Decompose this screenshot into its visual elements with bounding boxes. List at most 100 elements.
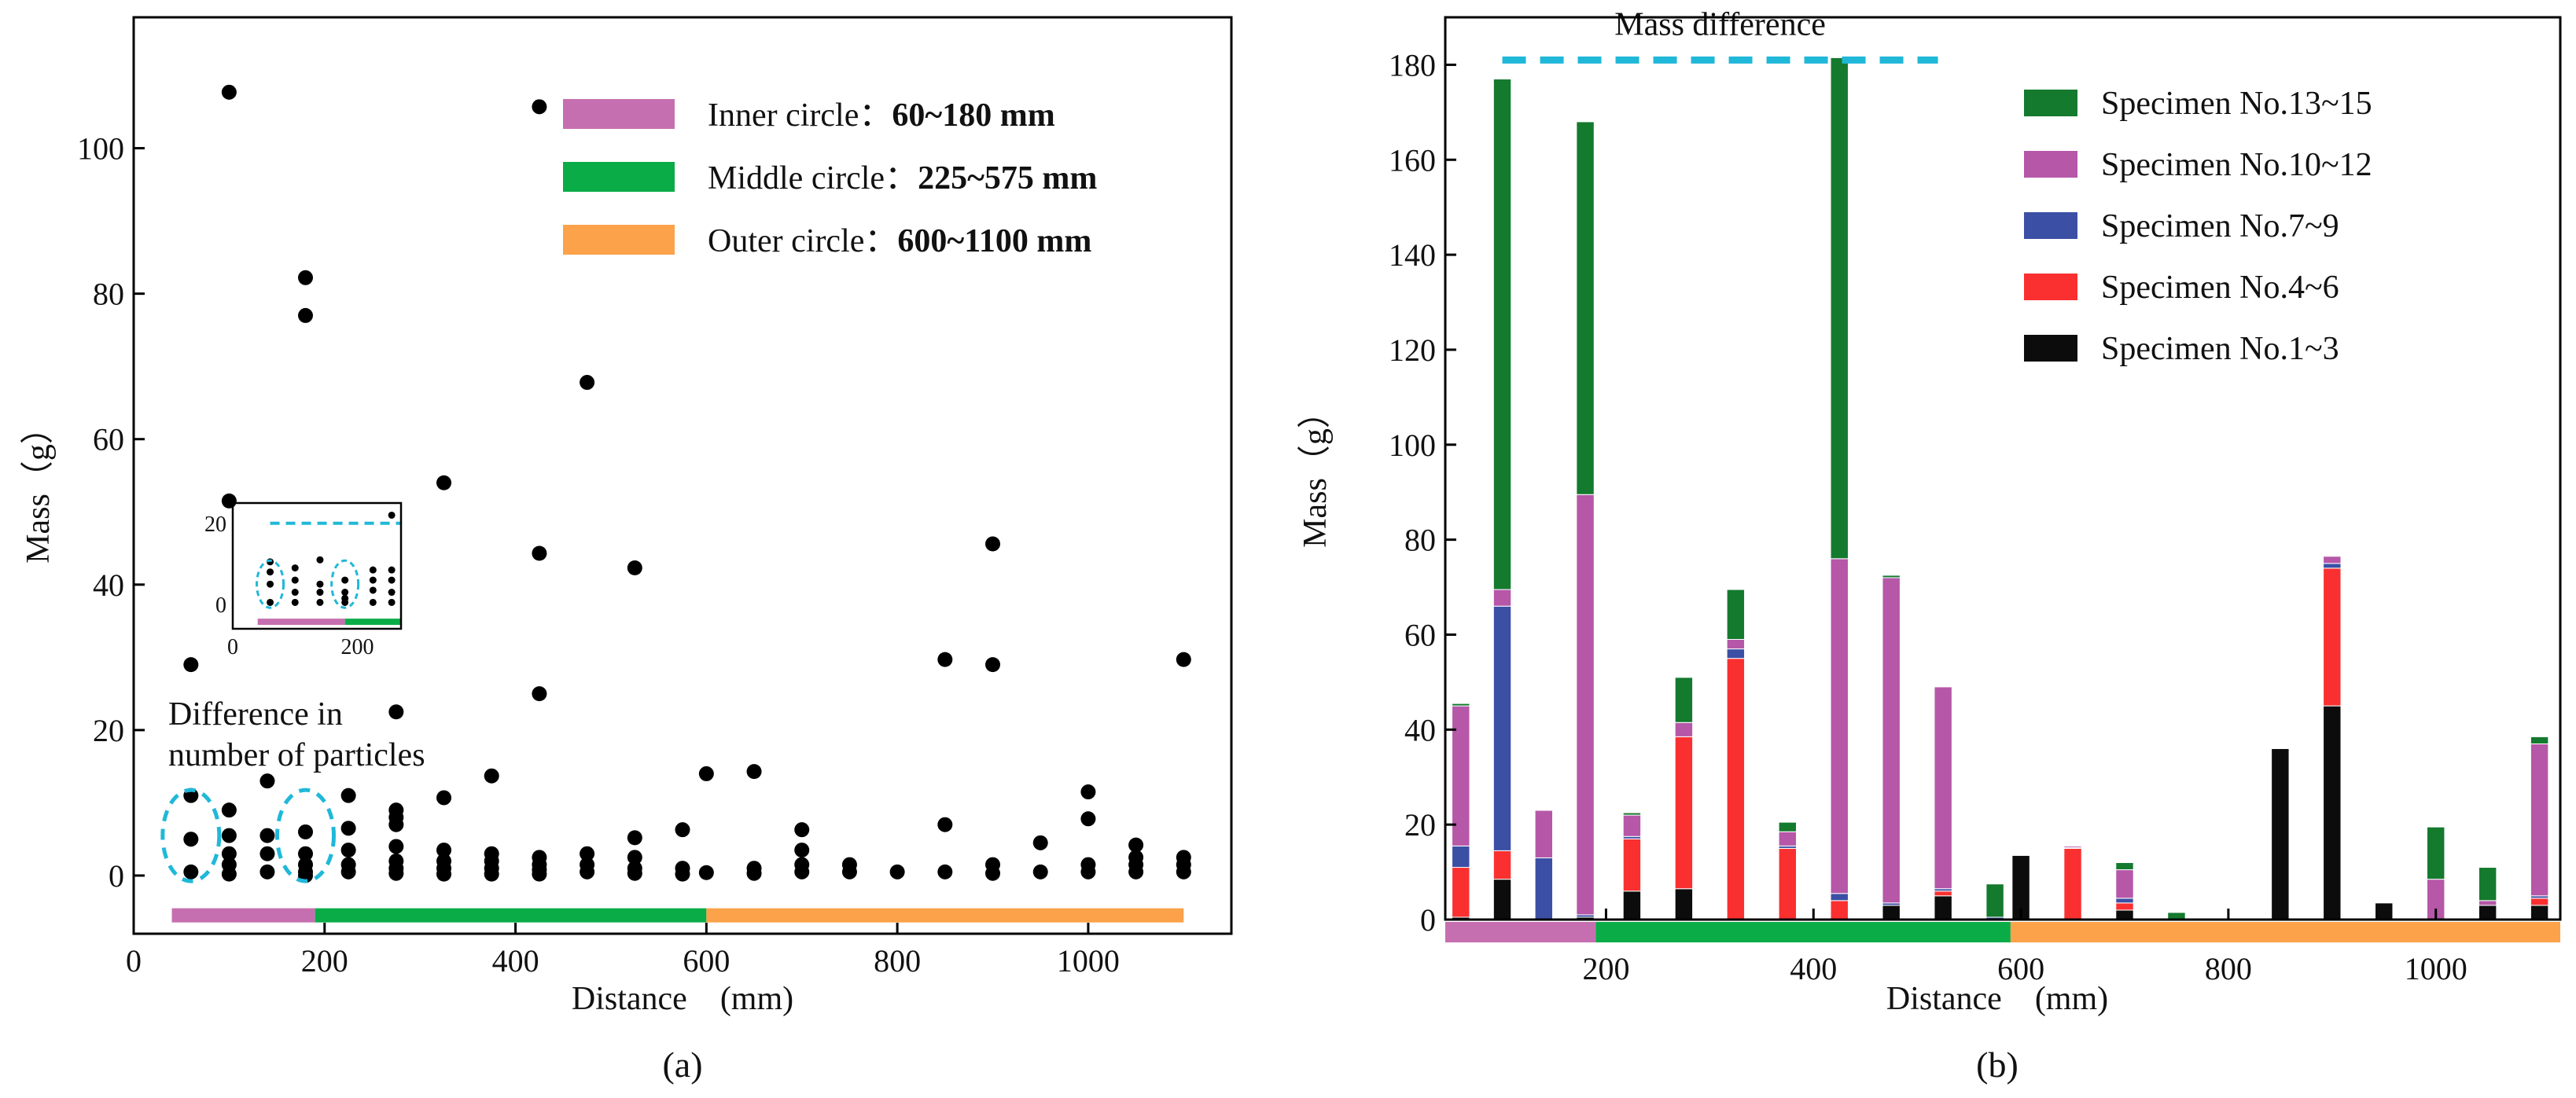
circle-zone-bar-b — [1445, 922, 2560, 942]
legend-a: Inner circle：60~180 mm Middle circle：225… — [563, 97, 1097, 259]
scatter-point — [937, 817, 953, 832]
x-axis-label-b: Distance (mm) — [1886, 981, 2108, 1017]
bar-segment-s1_3 — [2271, 747, 2290, 920]
scatter-point — [298, 824, 314, 839]
scatter-point — [298, 307, 314, 323]
inset-points — [267, 511, 396, 606]
bar-segment-s10_12 — [2063, 845, 2082, 848]
y-tick-label: 20 — [93, 713, 124, 748]
bar-segment-s13_15 — [1452, 703, 1470, 707]
inset-point — [316, 556, 324, 564]
scatter-point — [937, 864, 953, 880]
scatter-point — [259, 864, 275, 880]
inset-overlays — [256, 521, 401, 626]
bar-segment-s4_6 — [2115, 902, 2134, 911]
mass-difference-annotation: Mass difference — [1502, 6, 1938, 64]
inset-point — [316, 598, 324, 606]
bar-segment-s4_6 — [1492, 850, 1512, 880]
legend-label-inner: Inner circle：60~180 mm — [708, 97, 1055, 134]
scatter-point — [340, 821, 356, 836]
bar-segment-s1_3 — [2375, 902, 2394, 920]
bar-segment-s13_15 — [1726, 589, 1746, 641]
bar-segment-s7_9 — [2323, 563, 2342, 569]
inset-point — [388, 576, 396, 584]
caption-b: (b) — [1976, 1045, 2018, 1085]
legend-label-middle: Middle circle：225~575 mm — [708, 160, 1097, 196]
scatter-point — [436, 866, 452, 882]
legend-swatch-outer — [563, 225, 675, 255]
scatter-point — [183, 864, 199, 880]
scatter-point — [698, 766, 714, 781]
stacked-bars — [1452, 57, 2549, 920]
scatter-point — [484, 768, 499, 784]
bar-segment-s4_6 — [2063, 847, 2082, 920]
scatter-point — [221, 846, 237, 861]
inset-point — [388, 566, 396, 574]
x-tick-label: 800 — [874, 943, 921, 979]
scatter-point — [388, 704, 404, 720]
scatter-point — [1032, 864, 1048, 880]
scatter-point — [794, 843, 810, 858]
legend-label-s13_15: Specimen No.13~15 — [2101, 86, 2372, 122]
scatter-point — [221, 866, 237, 882]
bar-segment-s1_3 — [1674, 888, 1694, 920]
scatter-points — [183, 84, 1191, 883]
x-tick-label: 600 — [683, 943, 730, 979]
scatter-point — [1176, 864, 1191, 880]
inset-point — [267, 580, 274, 588]
zone-bar-b-middle — [1595, 922, 2011, 942]
zone-bar-b-inner — [1445, 922, 1596, 942]
bar-segment-s10_12 — [1492, 589, 1512, 607]
y-tick-label-b: 100 — [1389, 428, 1436, 463]
bar-segment-s13_15 — [2115, 861, 2134, 871]
scatter-point — [436, 790, 452, 806]
y-tick-label: 100 — [77, 131, 124, 167]
scatter-point — [388, 839, 404, 854]
scatter-point — [183, 657, 199, 673]
scatter-point — [841, 864, 857, 880]
scatter-point — [627, 850, 642, 865]
mass-difference-label: Mass difference — [1614, 6, 1826, 42]
y-tick-label: 80 — [93, 277, 124, 312]
bar-segment-s4_6 — [1622, 838, 1642, 892]
scatter-point — [794, 864, 810, 880]
inset-point — [267, 568, 274, 576]
scatter-point — [580, 846, 595, 861]
inset-zone-middle — [344, 619, 401, 626]
y-axis-label-b: Mass（g） — [1297, 395, 1334, 548]
inset-point — [291, 576, 299, 584]
legend-swatch-s13_15 — [2024, 90, 2077, 116]
scatter-point — [259, 773, 275, 789]
bar-segment-s13_15 — [1830, 57, 1849, 560]
bar-segment-s10_12 — [1934, 686, 1952, 890]
x-tick-label: 0 — [126, 943, 142, 979]
bar-segment-s10_12 — [1726, 639, 1746, 650]
legend-b: Specimen No.13~15 Specimen No.10~12 Specim… — [2024, 86, 2372, 367]
bar-segment-s1_3 — [1882, 905, 1901, 920]
scatter-point — [436, 475, 452, 490]
inset-point — [267, 598, 274, 606]
x-tick-label-b: 600 — [1997, 951, 2044, 986]
scatter-point — [1176, 652, 1191, 667]
inset-point — [341, 589, 349, 597]
scatter-point — [298, 270, 314, 285]
scatter-point — [1128, 864, 1144, 880]
inset-zone-inner — [257, 619, 345, 626]
inset-point — [316, 589, 324, 597]
bar-segment-s13_15 — [1985, 883, 2004, 918]
scatter-point — [1032, 835, 1048, 850]
bar-segment-s1_3 — [1934, 895, 1952, 920]
bar-segment-s13_15 — [1622, 812, 1642, 816]
y-tick-label: 0 — [109, 858, 124, 894]
scatter-point — [889, 864, 905, 880]
bar-segment-s4_6 — [1674, 736, 1694, 890]
bar-segment-s13_15 — [2530, 736, 2549, 744]
legend-swatch-s7_9 — [2024, 212, 2077, 239]
bar-segment-s1_3 — [2530, 905, 2549, 920]
y-tick-label: 60 — [93, 422, 124, 457]
bar-segment-s4_6 — [2323, 567, 2342, 707]
scatter-point — [675, 866, 690, 882]
bar-segment-s10_12 — [2478, 900, 2497, 906]
bar-segment-s4_6 — [1452, 867, 1470, 918]
